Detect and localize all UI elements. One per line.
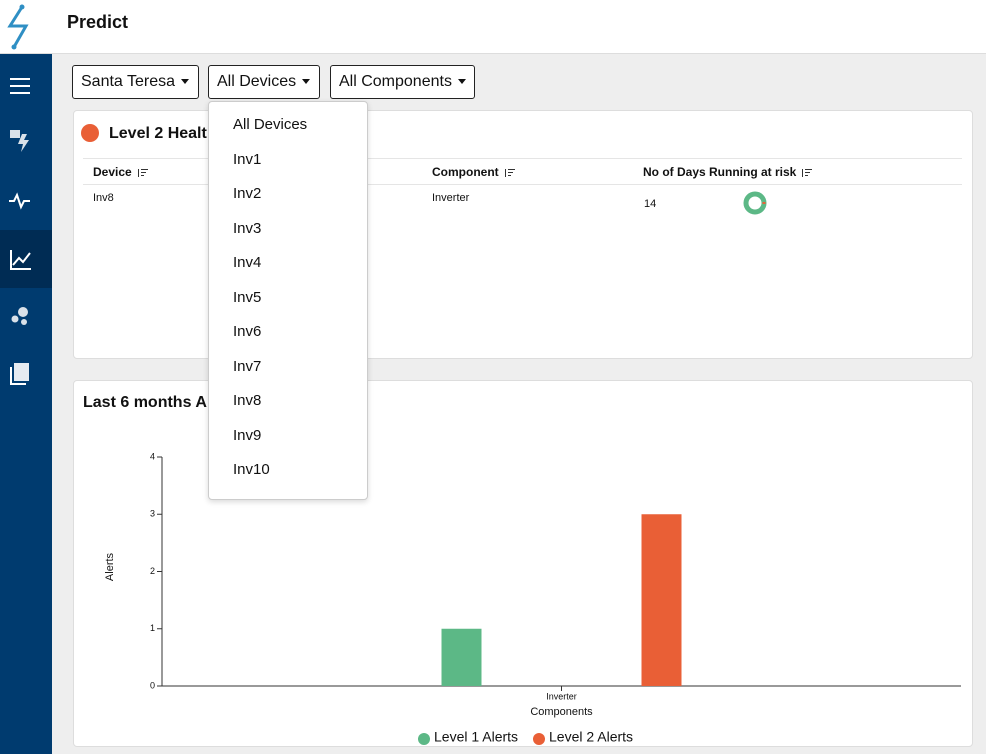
filter-label: All Components — [339, 73, 452, 90]
card-title: Level 2 Health — [109, 125, 217, 142]
app-title: Predict — [67, 12, 129, 32]
column-label: No of Days Running at risk — [643, 165, 797, 179]
column-label: Device — [93, 165, 132, 179]
y-tick-label: 4 — [150, 451, 155, 461]
filter-label: All Devices — [217, 73, 297, 90]
device-filter[interactable]: All Devices — [208, 65, 320, 99]
column-header[interactable]: Component — [432, 165, 515, 179]
divider — [83, 184, 962, 185]
legend-swatch — [533, 733, 545, 745]
menu-item[interactable]: Inv4 — [233, 254, 262, 271]
column-header[interactable]: No of Days Running at risk — [643, 165, 813, 179]
y-tick-label: 0 — [150, 680, 155, 690]
nav-clusters[interactable] — [0, 288, 52, 346]
column-label: Component — [432, 165, 499, 179]
cell: Inv8 — [93, 192, 114, 204]
menu-item[interactable]: Inv5 — [233, 288, 262, 306]
bar — [441, 628, 482, 686]
menu-item[interactable]: Inv10 — [233, 461, 270, 478]
chart-title: Last 6 months Alerts — [83, 394, 241, 411]
risk-donut — [743, 191, 767, 215]
nav-alerts[interactable] — [0, 114, 52, 172]
y-tick-label: 1 — [150, 623, 155, 633]
logo — [7, 4, 29, 50]
menu-item[interactable]: Inv1 — [233, 150, 262, 168]
menu-item[interactable]: All Devices — [233, 116, 308, 133]
y-tick-label: 2 — [150, 566, 155, 576]
nav-health[interactable] — [0, 172, 52, 230]
x-tick-label: Inverter — [546, 691, 577, 701]
site-filter[interactable]: Santa Teresa — [72, 65, 199, 99]
menu-item[interactable]: Inv8 — [233, 392, 262, 409]
device-dropdown: All Devices Inv1 Inv2 Inv3 Inv4 Inv5 Inv6 Inv7 I… — [208, 101, 368, 500]
legend-swatch — [418, 733, 430, 745]
bar — [641, 514, 682, 686]
filter-label: Santa Teresa — [81, 73, 175, 90]
nav-reports[interactable] — [0, 346, 52, 404]
component-filter[interactable]: All Components — [330, 65, 475, 99]
menu-item[interactable]: Inv2 — [233, 185, 262, 202]
cell: 14 — [644, 198, 657, 210]
level-dot — [81, 124, 99, 142]
legend-label: Level 2 Alerts — [549, 729, 633, 745]
menu-item[interactable]: Inv7 — [233, 357, 262, 375]
menu-item[interactable]: Inv11 — [233, 496, 269, 500]
x-axis-label: Components — [530, 706, 593, 718]
divider — [83, 158, 962, 159]
nav-menu[interactable] — [0, 56, 52, 114]
menu-item[interactable]: Inv6 — [233, 323, 262, 340]
nav-predict[interactable] — [0, 230, 52, 288]
sidebar — [0, 54, 52, 754]
chart: Last 6 months Alerts 0 1 2 3 4 Alerts Componen… — [83, 394, 961, 745]
menu-item[interactable]: Inv3 — [233, 219, 262, 237]
legend-label: Level 1 Alerts — [434, 729, 518, 745]
y-tick-label: 3 — [150, 509, 155, 519]
y-axis-label: Alerts — [104, 552, 116, 581]
column-header[interactable]: Device — [93, 165, 148, 179]
menu-item[interactable]: Inv9 — [233, 426, 262, 444]
header: Predict — [0, 0, 986, 54]
cell: Inverter — [432, 192, 470, 204]
